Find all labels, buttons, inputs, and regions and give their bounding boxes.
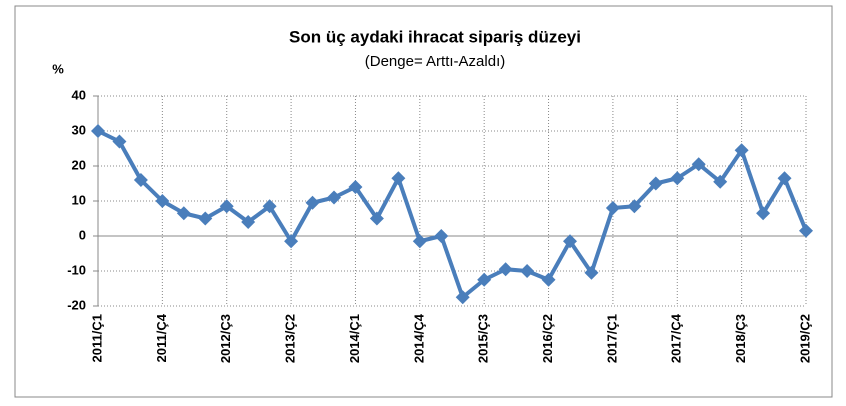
x-tick-label: 2012/Ç3 [218,314,233,363]
data-point [627,199,642,214]
x-tick-label: 2015/Ç3 [476,314,491,363]
data-point [777,171,792,186]
x-tick-label: 2014/Ç4 [411,313,426,363]
data-point [563,234,577,249]
data-point [756,206,771,221]
chart-subtitle: (Denge= Arttı-Azaldı) [365,53,505,70]
data-point [262,199,277,214]
data-point [133,173,148,187]
data-point [219,199,234,214]
data-point [799,223,813,238]
data-point [112,134,127,149]
data-point [241,215,256,229]
data-point [412,234,427,249]
x-tick-label: 2016/Ç2 [540,314,555,363]
y-tick-label: -10 [67,262,86,277]
data-point [541,272,556,287]
data-point [691,157,706,172]
y-tick-label: 40 [72,87,86,102]
y-tick-label: 20 [72,157,86,172]
data-point [434,229,449,243]
data-point [477,272,492,287]
data-point [605,201,620,215]
y-tick-label: 30 [72,122,86,137]
x-tick-label: 2011/Ç4 [154,313,169,362]
data-point [648,176,663,191]
data-point [391,171,406,186]
data-point [91,124,105,138]
data-point [348,180,363,194]
x-tick-label: 2017/Ç4 [669,313,684,363]
x-tick-label: 2014/Ç1 [347,314,362,363]
data-point [369,211,384,226]
data-point [713,174,728,189]
y-tick-label: -20 [67,297,86,312]
y-tick-label: 0 [79,227,86,242]
data-point [498,262,513,277]
data-point [455,290,470,305]
data-point [520,264,535,278]
chart-title: Son üç aydaki ihracat sipariş düzeyi [289,27,581,46]
x-tick-label: 2018/Ç3 [733,314,748,363]
data-point [305,195,320,210]
y-tick-label: 10 [72,192,86,207]
data-point [155,194,170,208]
data-point [284,234,299,249]
x-tick-label: 2011/Ç1 [89,314,104,362]
data-point [734,143,749,158]
x-tick-label: 2013/Ç2 [283,314,298,363]
data-point [198,211,213,226]
data-point [327,190,341,205]
y-axis-label: % [52,61,64,76]
line-series [97,129,808,300]
data-point [584,265,599,280]
data-point [670,171,685,186]
data-point [176,206,191,221]
x-tick-label: 2019/Ç2 [797,314,812,363]
x-tick-label: 2017/Ç1 [604,314,619,363]
